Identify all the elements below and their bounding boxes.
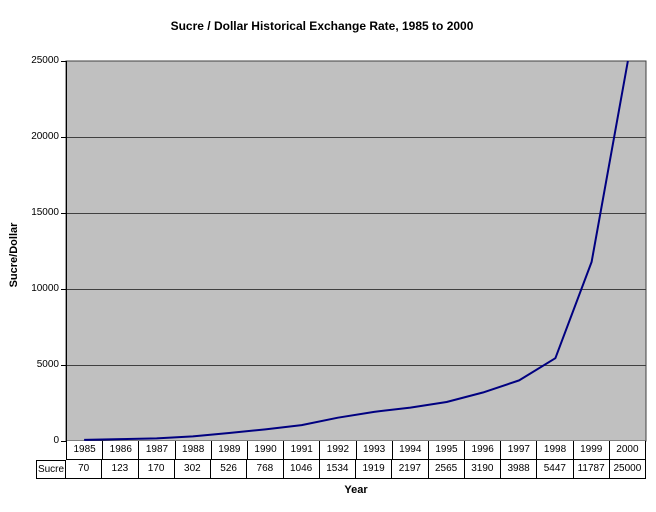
ytick-label-10000: 10000 <box>31 283 59 294</box>
ytick-label-15000: 15000 <box>31 207 59 218</box>
table-year-cell: 1987 <box>139 441 176 460</box>
table-year-cell: 1992 <box>320 441 357 460</box>
table-year-cell: 1999 <box>573 441 610 460</box>
table-year-cell: 1990 <box>247 441 285 460</box>
table-year-cell: 1985 <box>66 441 104 460</box>
chart-title: Sucre / Dollar Historical Exchange Rate,… <box>170 19 474 33</box>
table-year-cell: 1988 <box>175 441 212 460</box>
table-value-cell: 1046 <box>283 460 320 479</box>
ytick-label-0: 0 <box>53 435 59 446</box>
x-axis-title: Year <box>344 484 368 496</box>
table-value-cell: 1919 <box>356 460 393 479</box>
series-line-sucre <box>84 60 629 441</box>
ytick-label-25000: 25000 <box>31 55 59 66</box>
table-value-cell: 170 <box>138 460 175 479</box>
table-year-cell: 1994 <box>392 441 429 460</box>
table-value-cell: 1534 <box>319 460 356 479</box>
table-year-cell: 1989 <box>211 441 248 460</box>
ytick-label-5000: 5000 <box>36 359 59 370</box>
table-value-cell: 526 <box>211 460 248 479</box>
table-value-cell: 3988 <box>501 460 538 479</box>
table-value-cell: 25000 <box>609 460 646 479</box>
table-value-cell: 3190 <box>464 460 501 479</box>
table-year-cell: 1993 <box>356 441 393 460</box>
plot-area <box>65 60 647 442</box>
table-value-cell: 11787 <box>573 460 610 479</box>
table-value-cell: 2197 <box>392 460 429 479</box>
table-series-label: Sucre <box>36 460 66 479</box>
table-year-cell: 1996 <box>465 441 502 460</box>
table-value-cell: 70 <box>66 460 103 479</box>
table-year-cell: 1991 <box>284 441 321 460</box>
table-year-cell: 1998 <box>537 441 574 460</box>
table-year-cell: 1997 <box>501 441 538 460</box>
table-value-cell: 302 <box>174 460 211 479</box>
table-year-cell: 1986 <box>103 441 140 460</box>
table-value-cell: 123 <box>102 460 139 479</box>
table-value-cell: 2565 <box>428 460 465 479</box>
ytick-label-20000: 20000 <box>31 131 59 142</box>
y-axis-title-text: Sucre/Dollar <box>8 222 20 288</box>
data-table-values-row: Sucre 70 123 170 302 526 768 1046 1534 1919 2197 25… <box>36 460 646 479</box>
table-year-cell: 2000 <box>609 441 646 460</box>
table-year-cell: 1995 <box>428 441 466 460</box>
table-value-cell: 5447 <box>537 460 574 479</box>
table-value-cell: 768 <box>247 460 284 479</box>
data-table-years-row: 1985 1986 1987 1988 1989 1990 1991 1992 1993 1994… <box>66 441 646 460</box>
